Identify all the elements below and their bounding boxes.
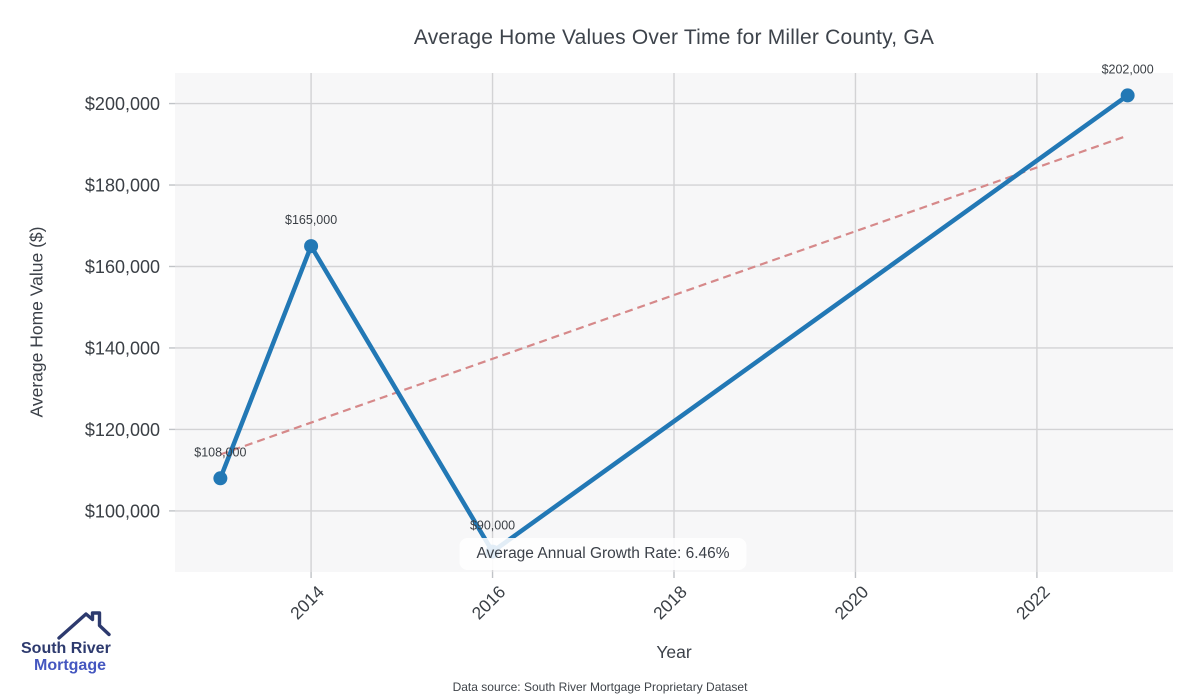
data-point-label: $202,000 xyxy=(1102,62,1154,76)
x-tick-label: 2018 xyxy=(649,582,691,624)
x-tick-label: 2014 xyxy=(286,582,328,624)
data-source-note: Data source: South River Mortgage Propri… xyxy=(452,680,748,694)
trend-line xyxy=(219,134,1129,456)
chart-title: Average Home Values Over Time for Miller… xyxy=(413,26,935,49)
roof-path xyxy=(57,611,111,640)
y-axis-title: Average Home Value ($) xyxy=(26,226,47,418)
growth-rate-annotation: Average Annual Growth Rate: 6.46% xyxy=(459,538,747,570)
series-line xyxy=(218,93,1130,554)
data-point-label: $90,000 xyxy=(470,519,515,533)
y-tick-label: $200,000 xyxy=(85,94,160,114)
y-tick-label: $120,000 xyxy=(85,420,160,440)
data-point-label: $165,000 xyxy=(285,213,337,227)
logo-text-south-river: South River xyxy=(21,640,111,657)
y-tick-label: $180,000 xyxy=(85,176,160,196)
logo-text-mortgage: Mortgage xyxy=(34,657,106,674)
data-point-label: $108,000 xyxy=(194,445,246,459)
x-tick-label: 2016 xyxy=(468,582,510,624)
data-point xyxy=(213,471,228,486)
y-tick-label: $100,000 xyxy=(85,501,160,521)
x-tick-label: 2020 xyxy=(831,582,873,624)
data-point xyxy=(1120,88,1135,103)
y-tick-label: $160,000 xyxy=(85,257,160,277)
x-tick-label: 2022 xyxy=(1012,582,1054,624)
y-tick-label: $140,000 xyxy=(85,338,160,358)
data-point xyxy=(304,239,319,254)
house-roof-icon xyxy=(57,611,111,640)
company-logo: South River Mortgage xyxy=(21,611,111,674)
x-axis-title: Year xyxy=(656,642,692,662)
